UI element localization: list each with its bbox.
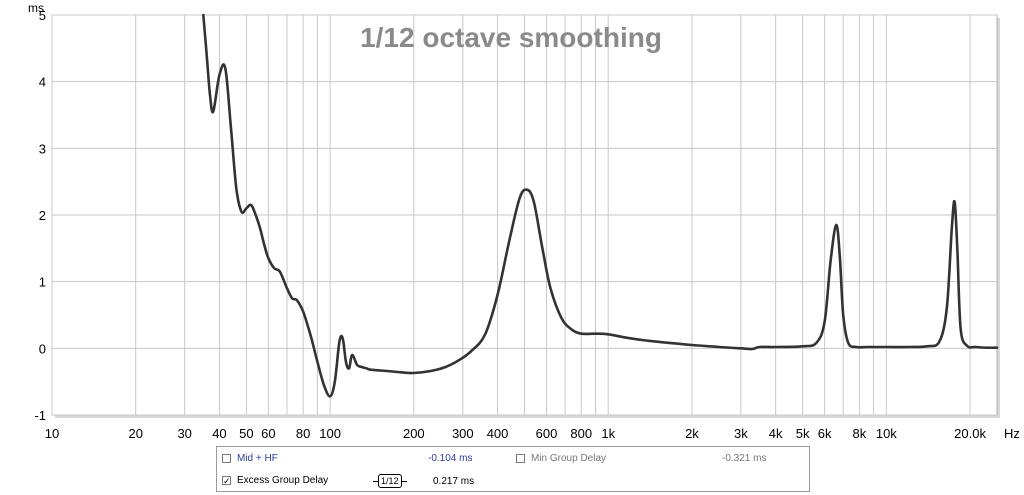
y-tick-label: 1	[39, 275, 46, 290]
x-tick-label: 2k	[685, 426, 699, 440]
y-axis-unit: ms	[28, 1, 44, 15]
badge-left-line	[373, 480, 378, 482]
x-tick-label: 1k	[601, 426, 615, 440]
x-axis-unit: Hz	[1004, 426, 1020, 440]
x-tick-label: 800	[570, 426, 592, 440]
x-tick-label: 40	[212, 426, 226, 440]
y-tick-label: 3	[39, 141, 46, 156]
x-tick-label: 10k	[876, 426, 897, 440]
legend-item-excess-group-delay[interactable]: ✓ Excess Group Delay	[222, 472, 328, 488]
x-tick-label: 8k	[853, 426, 867, 440]
mid-hf-checkbox[interactable]	[222, 453, 231, 463]
badge-right-line	[401, 480, 407, 482]
x-tick-label: 20	[128, 426, 142, 440]
x-tick-label: 400	[487, 426, 509, 440]
x-tick-label: 20.0k	[954, 426, 986, 440]
min-group-delay-checkbox[interactable]	[516, 453, 525, 463]
x-tick-label: 600	[536, 426, 558, 440]
y-tick-label: 5	[39, 8, 46, 23]
excess-group-delay-value: 0.217 ms	[433, 476, 475, 487]
x-tick-label: 80	[296, 426, 310, 440]
grid-lines	[51, 14, 997, 416]
mid-hf-label: Mid + HF	[237, 452, 278, 464]
legend-item-mid-hf[interactable]: Mid + HF	[222, 450, 278, 466]
excess-group-delay-line	[202, 13, 999, 398]
x-tick-label: 60	[261, 426, 275, 440]
x-tick-label: 4k	[769, 426, 783, 440]
x-tick-label: 3k	[734, 426, 748, 440]
smoothing-badge[interactable]: 1/12	[373, 473, 407, 489]
x-tick-label: 100	[319, 426, 341, 440]
y-tick-label: 2	[39, 208, 46, 223]
y-tick-label: 0	[39, 341, 46, 356]
min-group-delay-value: -0.321 ms	[722, 453, 767, 464]
x-tick-label: 200	[403, 426, 425, 440]
x-tick-label: 5k	[796, 426, 810, 440]
mid-hf-value: -0.104 ms	[428, 453, 473, 464]
legend-item-min-group-delay[interactable]: Min Group Delay	[516, 450, 606, 466]
legend-panel	[216, 446, 810, 492]
y-tick-label: 4	[39, 75, 46, 90]
smoothing-badge-label: 1/12	[378, 474, 402, 488]
x-tick-label: 300	[452, 426, 474, 440]
chart-svg: -1 0 1 2 3 4 5 10 20 30 40 50 60 80 100 200 300 400 600 80…	[28, 1, 1020, 440]
x-tick-labels: 10 20 30 40 50 60 80 100 200 300 400 600 800 1k 2k 3k 4k…	[45, 426, 987, 440]
x-tick-label: 6k	[818, 426, 832, 440]
y-tick-label: -1	[34, 408, 46, 423]
x-tick-label: 30	[177, 426, 191, 440]
min-group-delay-label: Min Group Delay	[531, 452, 607, 464]
x-tick-label: 50	[239, 426, 253, 440]
y-tick-labels: -1 0 1 2 3 4 5	[34, 8, 46, 423]
chart-title: 1/12 octave smoothing	[360, 22, 662, 53]
excess-group-delay-checkbox[interactable]: ✓	[222, 475, 231, 486]
x-tick-label: 10	[45, 426, 59, 440]
excess-group-delay-label: Excess Group Delay	[237, 474, 329, 486]
